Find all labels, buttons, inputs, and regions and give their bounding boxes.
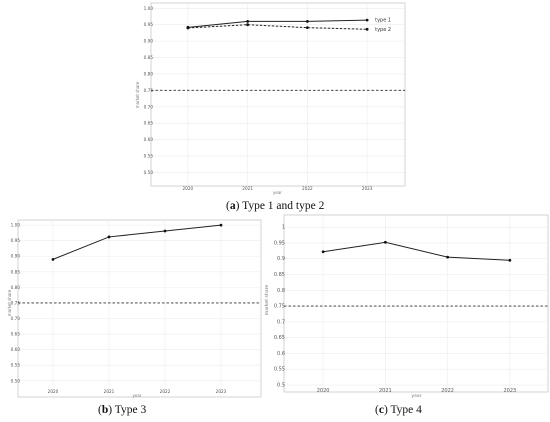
- chart-c-svg: 1 0.95 0.9 0.85 0.8 0.75 0.7 0.65 0.6 0.55 0.5 2020…: [264, 214, 549, 399]
- chart-a-y-tick-label: 0.85: [144, 55, 154, 60]
- chart-b-series-1-point: [163, 229, 167, 233]
- chart-a-y-tick-label: 0.70: [144, 104, 154, 109]
- caption-c-text: Type 4: [390, 404, 422, 416]
- chart-b-series-1-line: [52, 224, 222, 260]
- caption-a-letter: a: [229, 200, 236, 212]
- chart-c-series-1-point: [446, 255, 450, 259]
- chart-a-series-1-point: [305, 20, 309, 23]
- chart-c-x-tick-label: 2020: [317, 388, 330, 394]
- chart-b-series-1-point: [107, 235, 111, 239]
- chart-b-y-tick-label: 0.85: [11, 269, 21, 274]
- chart-a-y-tick-label: 0.50: [144, 170, 154, 175]
- chart-a-x-tick-label: 2023: [362, 186, 373, 191]
- chart-a-x-tick-label: 2022: [302, 186, 313, 191]
- caption-a-text: Type 1 and type 2: [242, 200, 325, 212]
- chart-c-y-tick-label: 0.75: [274, 304, 285, 310]
- chart-c-y-tick-label: 0.95: [274, 240, 285, 246]
- caption-b: (b) Type 3: [98, 404, 147, 416]
- caption-c: (c) Type 4: [375, 404, 422, 416]
- chart-b-y-tick-label: 0.65: [11, 332, 21, 337]
- chart-c-y-axis-title: market share: [264, 285, 270, 316]
- chart-b-x-tick-label: 2023: [216, 389, 227, 394]
- chart-a-series-1-line: [187, 19, 368, 28]
- chart-c-y-tick-label: 1: [282, 225, 285, 231]
- chart-a-series-1-point: [246, 20, 250, 23]
- chart-b-x-axis-title: year: [133, 393, 142, 398]
- chart-a-legend-label-1: type 1: [375, 18, 391, 24]
- caption-b-text: Type 3: [114, 404, 147, 416]
- chart-a-legend-label-2: type 2: [375, 27, 391, 33]
- chart-c-series-1-point: [321, 250, 325, 254]
- chart-c-x-axis-title: year: [411, 393, 421, 399]
- chart-b-svg: 1.00 0.95 0.90 0.85 0.80 0.75 0.70 0.65 0.60 0.55…: [7, 219, 262, 398]
- chart-a-series-2-point: [305, 26, 309, 30]
- chart-c-series-1-line: [323, 241, 510, 261]
- chart-b-y-tick-label: 0.75: [11, 300, 21, 305]
- chart-c-series-1-point: [508, 258, 512, 262]
- chart-c-y-tick-label: 0.65: [274, 335, 285, 341]
- chart-panel-a: 1.00 0.95 0.90 0.85 0.80 0.75 0.70 0.65 0.60 0.55…: [0, 0, 550, 198]
- chart-a-y-tick-label: 0.95: [144, 22, 154, 27]
- chart-c-x-tick-label: 2022: [441, 388, 454, 394]
- chart-c-y-tick-label: 0.6: [277, 351, 285, 357]
- chart-a-series-2-point: [246, 23, 250, 27]
- chart-b-x-tick-label: 2022: [160, 389, 171, 394]
- chart-b-y-tick-label: 1.00: [11, 223, 21, 228]
- chart-a-svg: 1.00 0.95 0.90 0.85 0.80 0.75 0.70 0.65 0.60 0.55…: [135, 2, 406, 195]
- chart-b-plot-area: [17, 219, 262, 398]
- chart-panel-b: 1.00 0.95 0.90 0.85 0.80 0.75 0.70 0.65 0.60 0.55…: [0, 215, 262, 400]
- chart-a-x-tick-label: 2020: [183, 186, 194, 191]
- chart-b-series-1-point: [219, 223, 223, 227]
- chart-a-y-tick-label: 0.80: [144, 71, 154, 76]
- chart-a-plot-area: [150, 2, 406, 187]
- chart-a-y-tick-label: 0.90: [144, 39, 154, 44]
- chart-c-y-tick-label: 0.85: [274, 272, 285, 278]
- chart-a-x-axis-title: year: [273, 190, 282, 195]
- chart-a-y-axis-title: market share: [135, 81, 140, 108]
- chart-c-y-tick-label: 0.5: [277, 383, 285, 389]
- chart-a-series-2-point: [365, 27, 369, 31]
- chart-b-y-tick-label: 0.70: [11, 316, 21, 321]
- chart-b-x-tick-label: 2020: [48, 389, 59, 394]
- chart-b-series-1-point: [51, 257, 55, 261]
- chart-b-y-tick-label: 0.50: [11, 378, 21, 383]
- chart-c-y-tick-label: 0.9: [277, 256, 285, 262]
- chart-a-x-tick-label: 2021: [242, 186, 253, 191]
- chart-a-y-tick-label: 0.65: [144, 121, 154, 126]
- chart-a-y-tick-label: 1.00: [144, 6, 154, 11]
- chart-c-x-tick-label: 2021: [379, 388, 392, 394]
- chart-c-series-1-point: [383, 240, 387, 244]
- chart-b-y-tick-label: 0.55: [11, 363, 21, 368]
- chart-b-y-tick-label: 0.90: [11, 254, 21, 259]
- chart-b-y-tick-label: 0.95: [11, 238, 21, 243]
- chart-c-x-tick-label: 2023: [504, 388, 517, 394]
- chart-a-series-2-point: [186, 26, 190, 30]
- caption-b-letter: b: [101, 404, 109, 416]
- chart-a-y-tick-label: 0.60: [144, 137, 154, 142]
- chart-c-y-tick-label: 0.55: [274, 367, 285, 373]
- chart-a-series-2-line: [187, 24, 368, 30]
- chart-b-y-axis-title: market share: [7, 289, 12, 316]
- chart-panel-c: 1 0.95 0.9 0.85 0.8 0.75 0.7 0.65 0.6 0.55 0.5 2020…: [258, 214, 550, 400]
- chart-c-plot-area: [283, 214, 549, 393]
- chart-c-y-tick-label: 0.7: [277, 319, 285, 325]
- chart-b-y-tick-label: 0.60: [11, 347, 21, 352]
- caption-a: (a) Type 1 and type 2: [226, 200, 325, 212]
- chart-a-y-tick-label: 0.75: [144, 88, 154, 93]
- chart-b-y-tick-label: 0.80: [11, 285, 21, 290]
- caption-c-letter: c: [378, 404, 384, 416]
- chart-b-x-tick-label: 2021: [104, 389, 115, 394]
- chart-a-y-tick-label: 0.55: [144, 154, 154, 159]
- chart-c-y-tick-label: 0.8: [277, 288, 285, 294]
- chart-a-series-1-point: [365, 18, 369, 22]
